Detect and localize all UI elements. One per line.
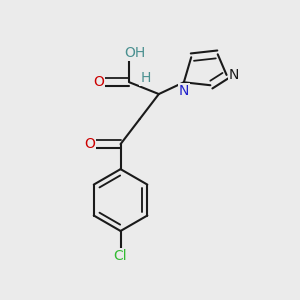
Text: O: O: [84, 137, 95, 151]
Text: H: H: [140, 71, 151, 85]
Text: N: N: [179, 84, 189, 98]
Text: OH: OH: [124, 46, 145, 60]
Text: N: N: [229, 68, 239, 82]
Text: O: O: [93, 75, 104, 89]
Text: Cl: Cl: [114, 249, 128, 263]
